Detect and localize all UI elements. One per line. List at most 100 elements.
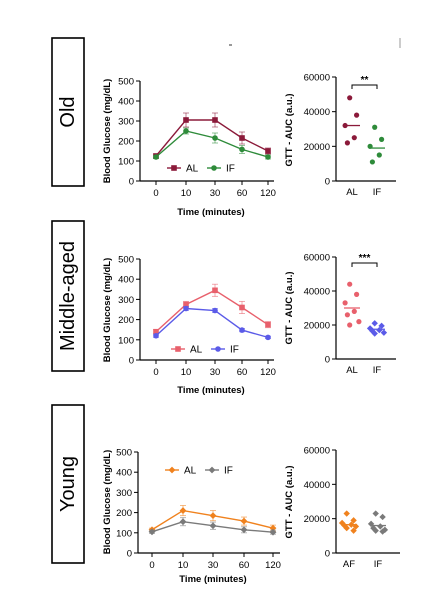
legend-label: IF <box>224 466 233 477</box>
panel-middle-aged: Middle-aged 0 100 200 300 400 500 0 10 30 60 120 Blo… <box>51 220 396 396</box>
data-point <box>239 304 245 311</box>
auc-point <box>372 527 379 534</box>
auc-y-axis-label: GTT - AUC (a.u.) <box>284 94 295 167</box>
auc-point <box>344 140 350 146</box>
y-axis-label: Blood Glucose (mg/dL) <box>102 450 113 555</box>
legend-marker <box>215 346 221 352</box>
x-axis-label: Time (minutes) <box>177 385 244 396</box>
x-tick-label: 30 <box>210 367 221 378</box>
y-tick-label: 500 <box>118 77 134 88</box>
panel-old: Old 0 100 200 300 400 500 0 10 30 60 120 Blood Gluco… <box>51 37 396 218</box>
x-axis-label: Time (minutes) <box>179 574 246 585</box>
x-axis-label: Time (minutes) <box>177 207 244 218</box>
significance-bracket <box>351 84 378 89</box>
x-tick-label: 60 <box>239 560 250 571</box>
data-point <box>269 524 277 532</box>
legend-label: IF <box>230 345 239 356</box>
auc-point <box>371 330 378 337</box>
legend-marker <box>168 466 176 474</box>
auc-y-tick-label: 0 <box>325 549 330 560</box>
y-axis-label: Blood Glucose (mg/dL) <box>102 79 113 184</box>
auc-y-axis-label: GTT - AUC (a.u.) <box>284 466 295 539</box>
data-point <box>183 128 189 134</box>
auc-point <box>352 523 360 530</box>
auc-point <box>342 300 348 306</box>
significance-bracket <box>351 262 378 267</box>
auc-point <box>350 517 357 524</box>
auc-point <box>369 159 375 165</box>
auc-group-if <box>366 320 388 337</box>
x-tick-label: 10 <box>178 560 189 571</box>
y-tick-label: 100 <box>116 528 132 539</box>
y-tick-label: 100 <box>118 335 134 346</box>
significance-label: ** <box>361 75 369 86</box>
group-label-box <box>51 404 85 564</box>
auc-category-label: IF <box>373 365 382 376</box>
x-tick-label: 120 <box>260 188 276 199</box>
data-point <box>269 528 277 536</box>
data-point <box>179 518 187 526</box>
x-tick-label: 10 <box>181 367 192 378</box>
series-if: IF <box>153 305 271 356</box>
y-tick-label: 400 <box>116 468 132 479</box>
auc-y-tick-label: 60000 <box>304 253 330 264</box>
data-point <box>265 321 271 328</box>
y-tick-label: 300 <box>118 117 134 128</box>
auc-group-af <box>338 510 360 534</box>
auc-point <box>372 124 378 130</box>
data-point <box>179 507 187 514</box>
auc-point <box>343 524 350 532</box>
auc-group-al <box>342 95 360 146</box>
series-if: IF <box>148 466 277 536</box>
data-point <box>153 328 159 335</box>
group-label-box <box>51 37 85 187</box>
y-tick-label: 400 <box>118 97 134 108</box>
auc-y-tick-label: 20000 <box>304 142 330 153</box>
auc-point <box>347 281 353 287</box>
x-tick-label: 60 <box>237 188 248 199</box>
legend-label: AL <box>186 164 199 175</box>
series-line <box>155 119 269 157</box>
auc-point <box>377 523 384 530</box>
data-point <box>212 135 218 141</box>
y-tick-label: 300 <box>116 488 132 499</box>
data-point <box>153 154 159 160</box>
legend-marker <box>211 165 217 171</box>
auc-point <box>380 329 388 336</box>
legend-marker <box>208 466 216 474</box>
auc-category-label: AL <box>346 187 358 198</box>
auc-point <box>347 95 353 101</box>
data-point <box>265 334 271 341</box>
auc-point <box>379 513 386 521</box>
data-point <box>212 287 218 294</box>
auc-y-tick-label: 0 <box>325 355 330 366</box>
significance-label: *** <box>359 253 371 264</box>
auc-y-tick-label: 60000 <box>304 446 330 457</box>
auc-group-if <box>367 124 385 165</box>
y-tick-label: 500 <box>118 255 134 266</box>
panel-young: Young 0 100 200 300 400 500 0 10 30 60 120 Blood Glu… <box>51 404 400 585</box>
group-label: Old <box>57 96 79 127</box>
auc-category-label: AL <box>346 365 358 376</box>
data-point <box>239 146 245 153</box>
x-tick-label: 10 <box>181 188 192 199</box>
y-tick-label: 300 <box>118 295 134 306</box>
auc-point <box>379 136 385 142</box>
auc-point <box>351 135 357 141</box>
auc-point <box>343 510 350 517</box>
auc-group-if <box>367 510 389 535</box>
auc-point <box>351 308 357 314</box>
group-label: Middle-aged <box>57 241 79 351</box>
y-tick-label: 0 <box>127 549 132 560</box>
auc-point <box>338 519 346 527</box>
auc-point <box>370 524 377 532</box>
x-tick-label: 30 <box>210 188 221 199</box>
data-point <box>209 512 217 520</box>
auc-y-tick-label: 40000 <box>304 287 330 298</box>
data-point <box>240 526 248 534</box>
data-point <box>148 528 156 536</box>
auc-point <box>381 526 389 534</box>
data-point <box>183 301 189 308</box>
y-tick-label: 400 <box>118 275 134 286</box>
